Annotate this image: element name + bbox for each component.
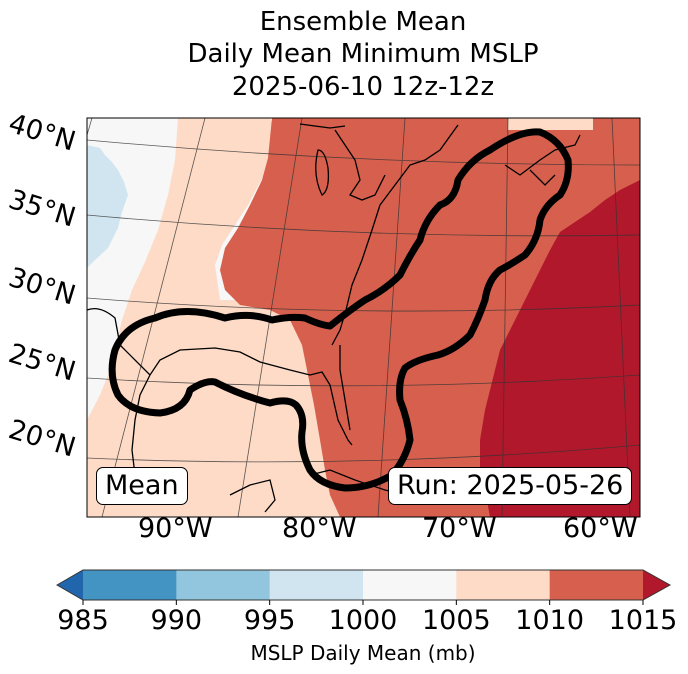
colorbar-tick-label: 995 (243, 605, 296, 636)
colorbar-extend-under (57, 570, 83, 600)
lon-label-60w: 60°W (563, 513, 638, 544)
colorbar-band-990-995 (176, 570, 271, 600)
colorbar-tick-label: 1000 (328, 605, 398, 636)
coastline-great-lakes (299, 123, 386, 201)
colorbar-band-985-990 (83, 570, 177, 600)
coastline-maritimes (504, 134, 581, 186)
title-line-1: Ensemble Mean (259, 7, 467, 37)
graticule-lat-20 (87, 444, 640, 463)
graticule-lat-30 (87, 297, 640, 312)
colorbar-tick-label: 985 (57, 605, 109, 636)
colorbar-tick-label: 1015 (608, 605, 678, 636)
lon-label-90w: 90°W (138, 513, 213, 544)
graticule-lat-35 (87, 214, 640, 237)
graticule-lat-25 (87, 374, 640, 387)
graticule-lon-70 (377, 118, 406, 517)
field-over-1015 (480, 180, 640, 517)
lon-label-80w: 80°W (282, 513, 357, 544)
colorbar-tick-label: 990 (150, 605, 203, 636)
colorbar-band-1005-1010 (456, 570, 551, 600)
map-frame (86, 117, 641, 518)
coastline-yucatan (229, 479, 276, 513)
colorbar-extend-over (643, 570, 670, 600)
coastlines (87, 123, 581, 513)
contour-line (108, 128, 572, 492)
graticule-lon-50 (611, 118, 631, 517)
coastline-east (331, 124, 459, 346)
mean-annotation: Mean (96, 467, 188, 505)
title-line-2: Daily Mean Minimum MSLP (187, 39, 539, 69)
colorbar-band-1010-1015 (549, 570, 644, 600)
coastline-gulf (87, 307, 353, 501)
colorbar-tick-label: 1005 (421, 605, 491, 636)
graticule-lon-60 (501, 118, 509, 517)
colorbar-band-995-1000 (269, 570, 364, 600)
field-995-1000 (87, 145, 128, 268)
lon-label-70w: 70°W (422, 513, 497, 544)
graticule-lon-100 (87, 118, 93, 136)
run-date-annotation: Run: 2025-05-26 (388, 467, 633, 505)
graticule-lat-40 (87, 139, 640, 166)
colorbar-tick-label: 1010 (515, 605, 585, 636)
title-line-3: 2025-06-10 12z-12z (231, 72, 495, 102)
colorbar-label: MSLP Daily Mean (mb) (250, 641, 476, 665)
field-1005-1010-north (508, 118, 593, 130)
colorbar-band-1000-1005 (363, 570, 457, 600)
